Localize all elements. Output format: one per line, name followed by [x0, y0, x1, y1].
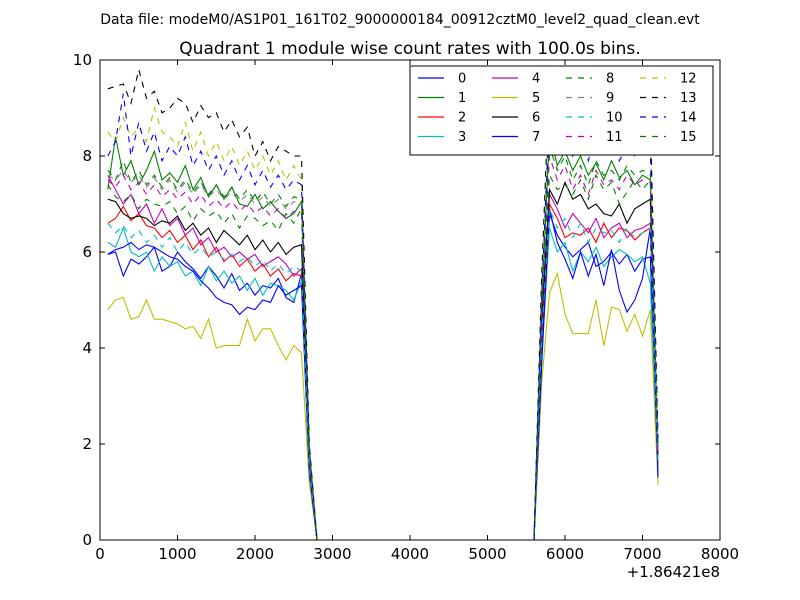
- legend-label-5: 5: [532, 91, 540, 106]
- y-tick-label: 2: [82, 435, 92, 453]
- x-tick-label: 5000: [468, 545, 506, 563]
- series-line-4: [107, 174, 659, 540]
- legend-label-7: 7: [532, 130, 540, 145]
- series-line-5: [107, 271, 659, 540]
- y-tick-label: 0: [82, 531, 92, 549]
- chart-title: Quadrant 1 module wise count rates with …: [179, 39, 640, 59]
- legend-label-14: 14: [680, 111, 697, 126]
- x-tick-label: 3000: [313, 545, 351, 563]
- y-tick-label: 4: [82, 339, 92, 357]
- series-line-11: [107, 155, 659, 540]
- x-tick-label: 1000: [158, 545, 196, 563]
- x-tick-label: 0: [95, 545, 105, 563]
- series-line-7: [107, 208, 659, 540]
- legend-label-9: 9: [606, 91, 614, 106]
- legend-label-12: 12: [680, 72, 697, 87]
- series-line-8: [107, 173, 659, 540]
- legend-label-10: 10: [606, 111, 623, 126]
- x-tick-label: 6000: [546, 545, 584, 563]
- y-tick-label: 8: [82, 147, 92, 165]
- y-tick-label: 10: [73, 51, 92, 69]
- legend-label-11: 11: [606, 130, 623, 145]
- legend-box: [409, 65, 714, 156]
- legend-label-1: 1: [458, 91, 466, 106]
- legend-label-13: 13: [680, 91, 697, 106]
- x-tick-label: 7000: [623, 545, 661, 563]
- x-tick-label: 4000: [391, 545, 429, 563]
- x-tick-label: 8000: [701, 545, 739, 563]
- legend-label-3: 3: [458, 130, 466, 145]
- legend-label-0: 0: [458, 72, 466, 87]
- x-tick-label: 2000: [236, 545, 274, 563]
- series-line-12: [107, 69, 659, 540]
- legend-label-4: 4: [532, 72, 540, 87]
- x-axis-offset-label: +1.86421e8: [627, 563, 720, 581]
- legend-label-2: 2: [458, 111, 466, 126]
- series-line-15: [107, 146, 659, 540]
- series-line-6: [107, 180, 659, 540]
- legend-label-15: 15: [680, 130, 697, 145]
- legend-label-6: 6: [532, 111, 540, 126]
- series-line-3: [107, 226, 659, 540]
- legend-label-8: 8: [606, 72, 614, 87]
- chart-suptitle: Data file: modeM0/AS1P01_161T02_90000001…: [100, 12, 700, 28]
- y-tick-label: 6: [82, 243, 92, 261]
